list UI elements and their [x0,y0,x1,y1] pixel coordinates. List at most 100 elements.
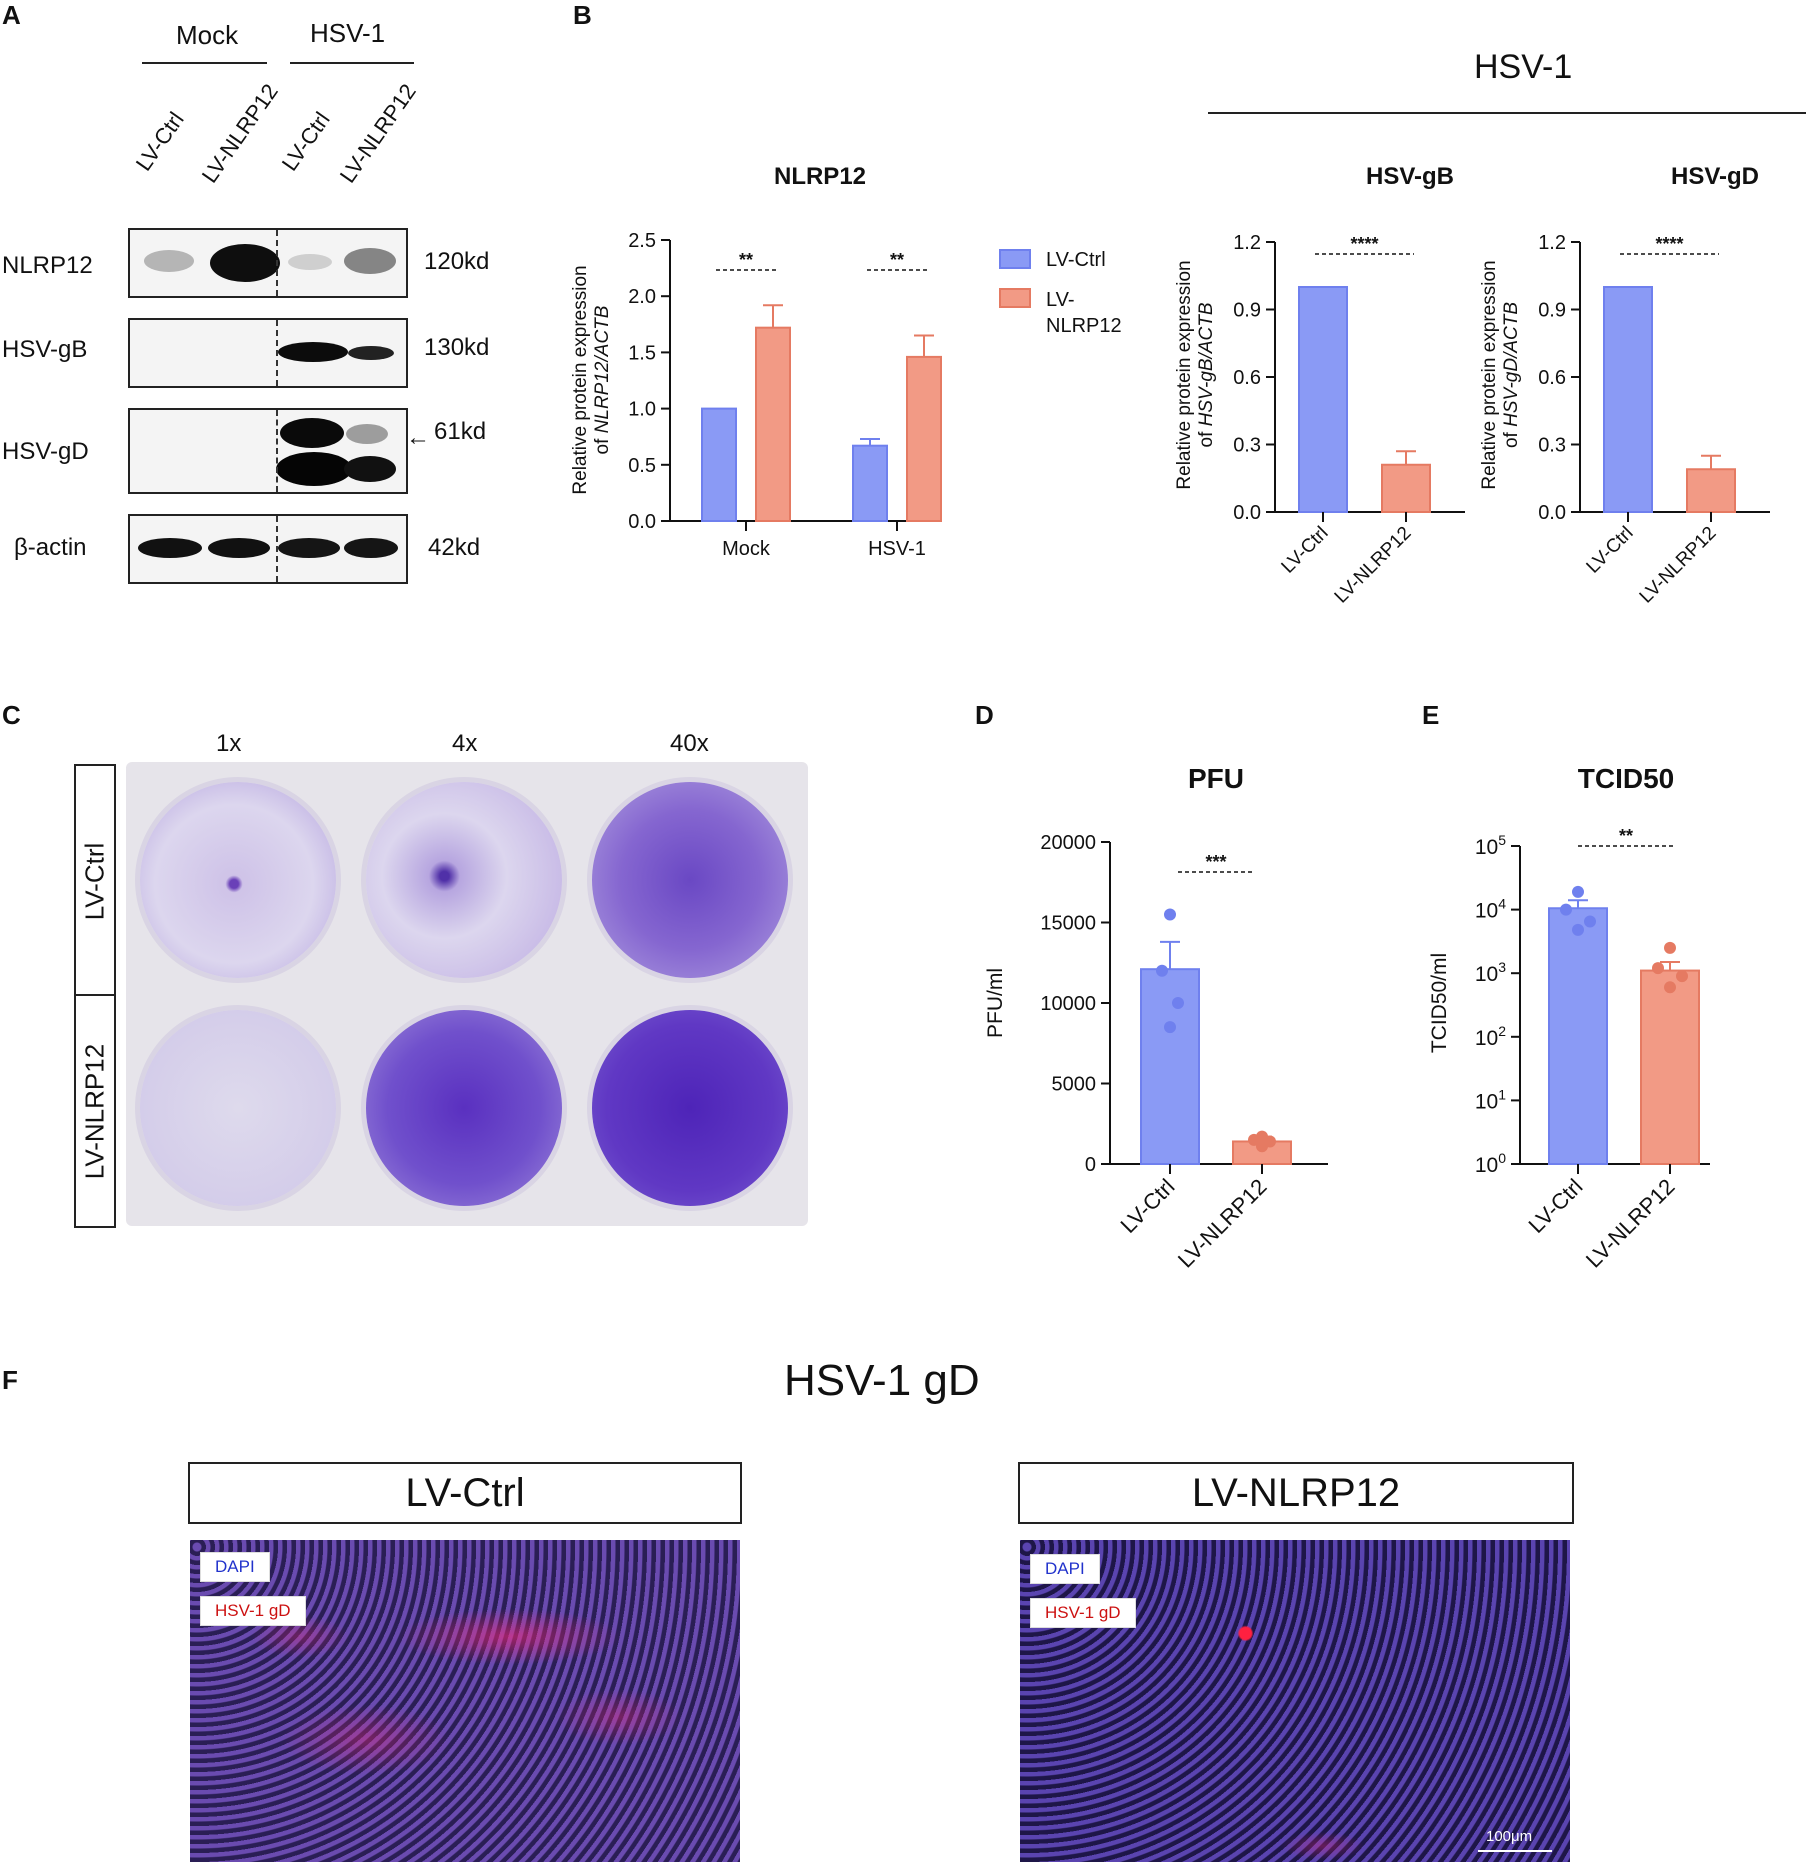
fluorescence-image-ctrl: DAPI HSV-1 gD [190,1540,740,1862]
chart-hsvgd-y-label: Relative protein expression of HSV-gD/ACT… [1479,260,1522,489]
chart-tcid50-bar [1640,969,1700,1166]
blot-strip-hsvgb [128,318,408,388]
chart-pfu-y-label: PFU/ml [984,968,1007,1038]
chart-pfu-sig-label: *** [1205,852,1226,872]
chart-pfu-point [1256,1140,1268,1153]
chart-nlrp12-x-tick-label: Mock [722,538,771,560]
chart-pfu-point [1264,1135,1276,1148]
chart-tcid50-y-tick-label: 104 [1475,896,1506,923]
chart-nlrp12-title: NLRP12 [774,163,866,190]
chart-tcid50-point [1560,903,1572,916]
chart-tcid50-y-tick-label: 101 [1475,1086,1506,1113]
chart-tcid50-point [1572,923,1584,936]
chart-tcid50-y-tick-label: 100 [1475,1150,1506,1177]
chart-hsvgd-y-label-line1: Relative protein expression [1479,260,1500,489]
chart-nlrp12-y-tick-label: 1.5 [628,342,656,364]
band [288,254,332,270]
chart-pfu-y-tick-label: 0 [1085,1154,1096,1176]
chart-nlrp12-y-tick-label: 0.0 [628,511,656,533]
lane-label-4: LV-NLRP12 [334,79,421,188]
band [278,342,348,362]
chart-pfu-y-tick-label: 15000 [1040,913,1096,935]
chart-tcid50-point [1664,981,1676,994]
chart-nlrp12-bar [852,444,888,522]
condition-box-ctrl: LV-Ctrl [74,764,116,998]
chart-tcid50-y-tick-label: 103 [1475,959,1506,986]
dilution-label-40x: 40x [670,730,709,757]
chart-tcid50-sig-label: ** [1619,826,1633,846]
chart-nlrp12-x-tick-label: HSV-1 [868,538,926,560]
kd-label-nlrp12: 120kd [424,248,490,275]
well-ctrl-4x [366,782,562,978]
blot-strip-nlrp12 [128,228,408,298]
well-nlrp12-1x [140,1010,336,1206]
plaque-plate-photo [126,762,808,1226]
hsv1-header: HSV-1 [1474,48,1573,86]
scale-bar [1478,1850,1552,1852]
well-nlrp12-4x [366,1010,562,1206]
condition-box-nlrp12: LV-NLRP12 [74,994,116,1228]
well-ctrl-40x [592,782,788,978]
chart-tcid50-point [1652,962,1664,975]
blot-strip-actin [128,514,408,584]
chart-nlrp12-sig-label: ** [890,250,904,270]
condition-label-ctrl: LV-Ctrl [79,842,110,921]
chart-nlrp12-bar [906,355,942,522]
chart-tcid50-point [1584,915,1596,928]
chart-pfu-point [1248,1133,1260,1146]
legend-label-nlrp12-line2: NLRP12 [1046,315,1122,337]
chart-nlrp12-bar [701,407,737,523]
blot-row-label-hsvgd: HSV-gD [2,438,89,465]
chart-hsvgb-title: HSV-gB [1366,163,1454,190]
tag-dapi-nlrp12: DAPI [1030,1554,1100,1584]
chart-pfu-point [1256,1130,1268,1143]
chart-pfu-x-tick-label: LV-NLRP12 [1173,1174,1272,1273]
chart-hsvgb-bar [1298,286,1348,513]
chart-tcid50-bar [1548,907,1608,1166]
chart-nlrp12-y-tick-label: 2.5 [628,230,656,252]
chart-tcid50-y-label: TCID50/ml [1428,953,1451,1053]
panel-letter-e: E [1422,700,1440,730]
dilution-label-1x: 1x [216,730,242,757]
tag-dapi-ctrl: DAPI [200,1552,270,1582]
chart-nlrp12-y-tick-label: 2.0 [628,286,656,308]
lane-label-3: LV-Ctrl [276,107,335,176]
chart-hsvgd-bar [1603,286,1653,513]
legend-swatch-ctrl [999,249,1031,269]
chart-hsvgb-x-tick-label: LV-NLRP12 [1331,523,1416,608]
tag-gd-ctrl: HSV-1 gD [200,1596,306,1626]
band [344,538,398,558]
chart-pfu-x-tick-label: LV-Ctrl [1115,1174,1179,1238]
chart-hsvgb-y-label-line1: Relative protein expression [1174,260,1195,489]
chart-tcid50-point [1664,941,1676,954]
chart-tcid50-point [1572,885,1584,898]
chart-pfu-bar [1140,968,1200,1165]
group-label-hsv1: HSV-1 [310,18,386,48]
band [208,538,270,558]
chart-hsvgb-y-tick-label: 1.2 [1233,232,1261,254]
chart-pfu-point [1156,964,1168,977]
chart-pfu-y-tick-label: 5000 [1052,1074,1097,1096]
chart-nlrp12-bar [755,326,791,522]
chart-hsvgb-x-tick-label: LV-Ctrl [1278,523,1333,578]
chart-hsvgd-y-label-line2: of HSV-gD/ACTB [1501,302,1522,448]
chart-pfu-y-tick-label: 10000 [1040,993,1096,1015]
well-ctrl-1x [140,782,336,978]
band [344,248,396,274]
lane-label-2: LV-NLRP12 [196,79,283,188]
chart-tcid50-x-tick-label: LV-Ctrl [1523,1174,1587,1238]
fluorescence-group-ctrl: LV-Ctrl [188,1462,742,1524]
condition-label-nlrp12: LV-NLRP12 [79,1043,110,1180]
chart-hsvgb-y-label: Relative protein expression of HSV-gB/ACT… [1174,260,1217,489]
chart-tcid50-point [1676,970,1688,983]
legend-label-ctrl: LV-Ctrl [1046,249,1106,271]
lane-label-1: LV-Ctrl [130,107,189,176]
fluorescence-group-nlrp12: LV-NLRP12 [1018,1462,1574,1524]
chart-hsvgd-x-tick-label: LV-NLRP12 [1636,523,1721,608]
chart-nlrp12-y-label-line1: Relative protein expression [570,265,591,494]
chart-pfu-point [1164,1021,1176,1034]
band [276,452,352,486]
dilution-label-4x: 4x [452,730,478,757]
chart-nlrp12-sig-label: ** [739,250,753,270]
chart-hsvgd-sig-label: **** [1655,234,1683,254]
